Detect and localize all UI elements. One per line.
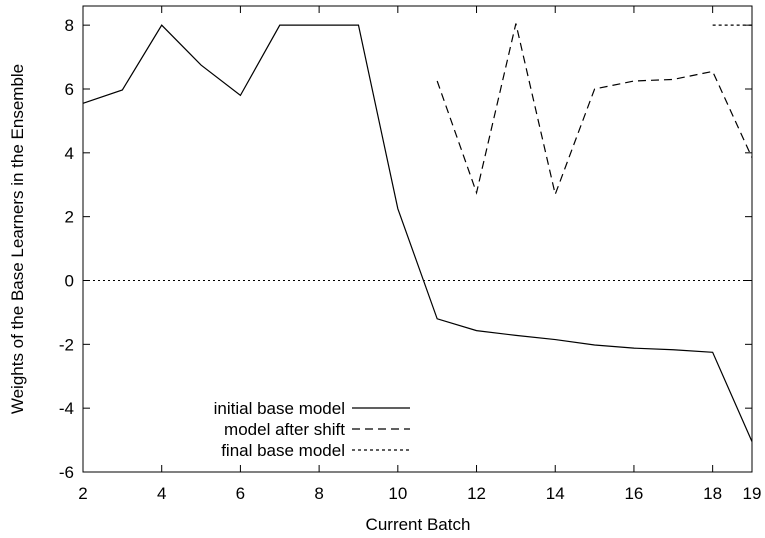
x-tick-label: 18 <box>703 484 722 503</box>
x-tick-label: 19 <box>743 484 762 503</box>
x-tick-label: 14 <box>546 484 565 503</box>
y-axis-title: Weights of the Base Learners in the Ense… <box>8 64 27 414</box>
series-line-1 <box>82 24 753 442</box>
legend-label-2: model after shift <box>224 420 345 439</box>
x-tick-label: 8 <box>314 484 323 503</box>
x-tick-label: 16 <box>624 484 643 503</box>
y-tick-label: -2 <box>59 335 74 354</box>
y-tick-label: -6 <box>59 463 74 482</box>
legend-label-1: initial base model <box>214 399 345 418</box>
x-axis-title: Current Batch <box>366 515 471 534</box>
y-tick-label: 8 <box>65 16 74 35</box>
plot-border <box>82 5 753 473</box>
plot-frame <box>82 5 753 473</box>
legend-label-3: final base model <box>221 441 345 460</box>
legend: initial base model model after shift final… <box>214 399 410 460</box>
x-tick-label: 2 <box>78 484 87 503</box>
tick-labels: 2 4 6 8 10 12 14 16 18 19 -6 -4 -2 0 2 4 6 8 <box>59 16 762 503</box>
x-tick-label: 6 <box>236 484 245 503</box>
y-tick-label: 4 <box>65 144 74 163</box>
y-tick-label: 0 <box>65 271 74 290</box>
y-tick-label: 2 <box>65 208 74 227</box>
axis-ticks <box>82 6 753 473</box>
x-tick-label: 10 <box>388 484 407 503</box>
x-tick-label: 12 <box>467 484 486 503</box>
y-tick-label: -4 <box>59 399 74 418</box>
series-line-2 <box>436 23 753 197</box>
series-lines <box>82 23 753 442</box>
x-tick-label: 4 <box>157 484 166 503</box>
y-tick-label: 6 <box>65 80 74 99</box>
